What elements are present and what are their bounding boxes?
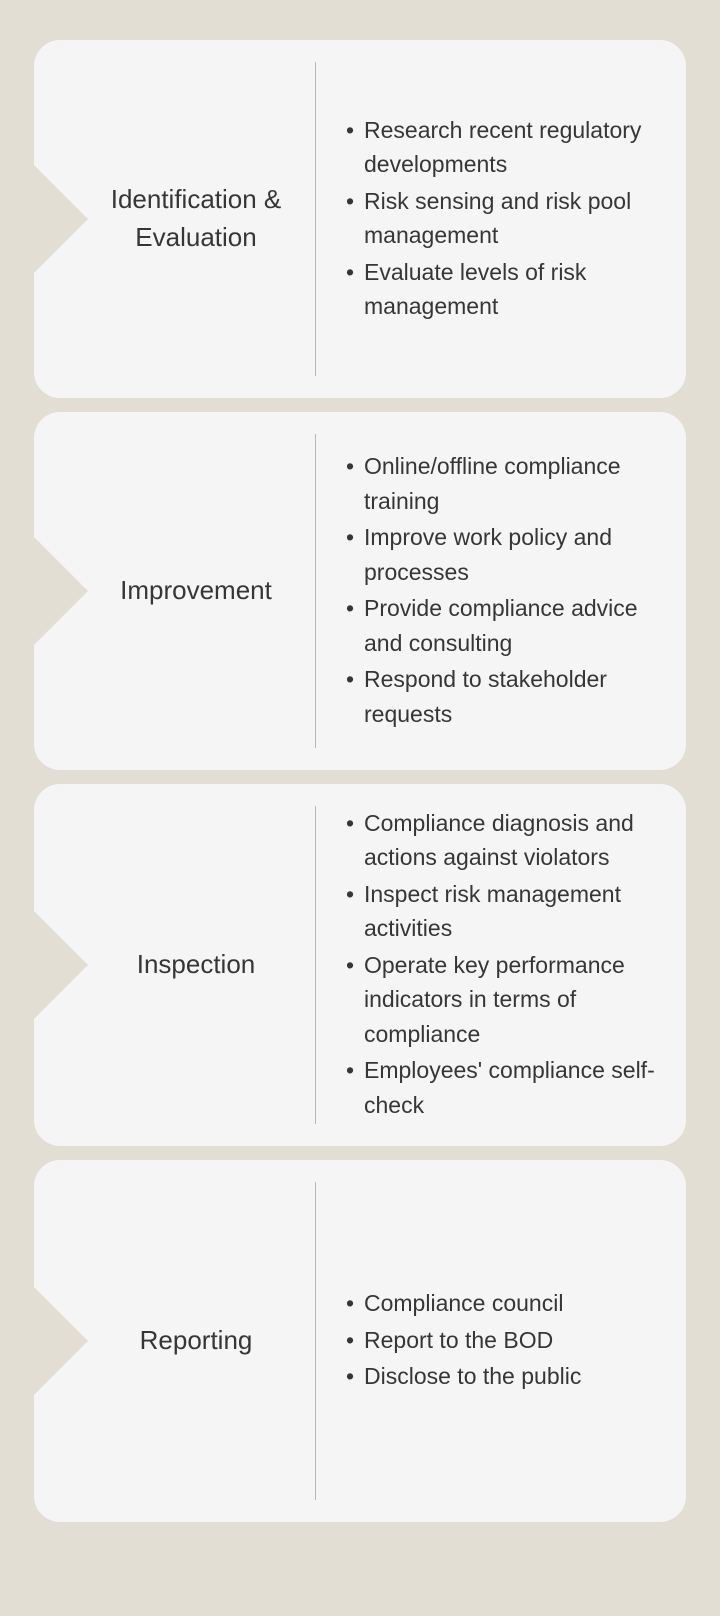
list-item: Compliance diagnosis and actions against… [342, 806, 668, 875]
vertical-divider [315, 806, 316, 1124]
section-title: Improvement [120, 572, 272, 610]
list-item: Employees' compliance self-check [342, 1053, 668, 1122]
section-card-reporting: Reporting Compliance council Report to t… [34, 1160, 686, 1522]
list-item: Risk sensing and risk pool management [342, 184, 668, 253]
list-item: Online/offline compliance training [342, 449, 668, 518]
list-item: Respond to stakeholder requests [342, 662, 668, 731]
vertical-divider [315, 62, 316, 376]
list-item: Operate key performance indicators in te… [342, 948, 668, 1052]
section-item-list: Online/offline compliance training Impro… [342, 449, 668, 733]
section-title: Identification & Evaluation [84, 181, 308, 256]
list-item: Research recent regulatory developments [342, 113, 668, 182]
section-item-list: Compliance council Report to the BOD Dis… [342, 1286, 581, 1396]
section-card-improvement: Improvement Online/offline compliance tr… [34, 412, 686, 770]
vertical-divider [315, 434, 316, 748]
section-label-area: Inspection [34, 784, 316, 1146]
section-card-inspection: Inspection Compliance diagnosis and acti… [34, 784, 686, 1146]
section-title: Reporting [140, 1322, 253, 1360]
section-label-area: Reporting [34, 1160, 316, 1522]
list-item: Provide compliance advice and consulting [342, 591, 668, 660]
section-content: Research recent regulatory developments … [316, 40, 686, 398]
section-content: Compliance council Report to the BOD Dis… [316, 1160, 686, 1522]
list-item: Report to the BOD [342, 1323, 581, 1358]
list-item: Compliance council [342, 1286, 581, 1321]
list-item: Inspect risk management activities [342, 877, 668, 946]
list-item: Evaluate levels of risk management [342, 255, 668, 324]
section-label-area: Identification & Evaluation [34, 40, 316, 398]
section-card-identification: Identification & Evaluation Research rec… [34, 40, 686, 398]
list-item: Disclose to the public [342, 1359, 581, 1394]
list-item: Improve work policy and processes [342, 520, 668, 589]
vertical-divider [315, 1182, 316, 1500]
section-label-area: Improvement [34, 412, 316, 770]
section-item-list: Research recent regulatory developments … [342, 113, 668, 326]
section-title: Inspection [137, 946, 256, 984]
section-item-list: Compliance diagnosis and actions against… [342, 806, 668, 1125]
section-content: Online/offline compliance training Impro… [316, 412, 686, 770]
sections-container: Identification & Evaluation Research rec… [34, 40, 686, 1576]
section-content: Compliance diagnosis and actions against… [316, 784, 686, 1146]
